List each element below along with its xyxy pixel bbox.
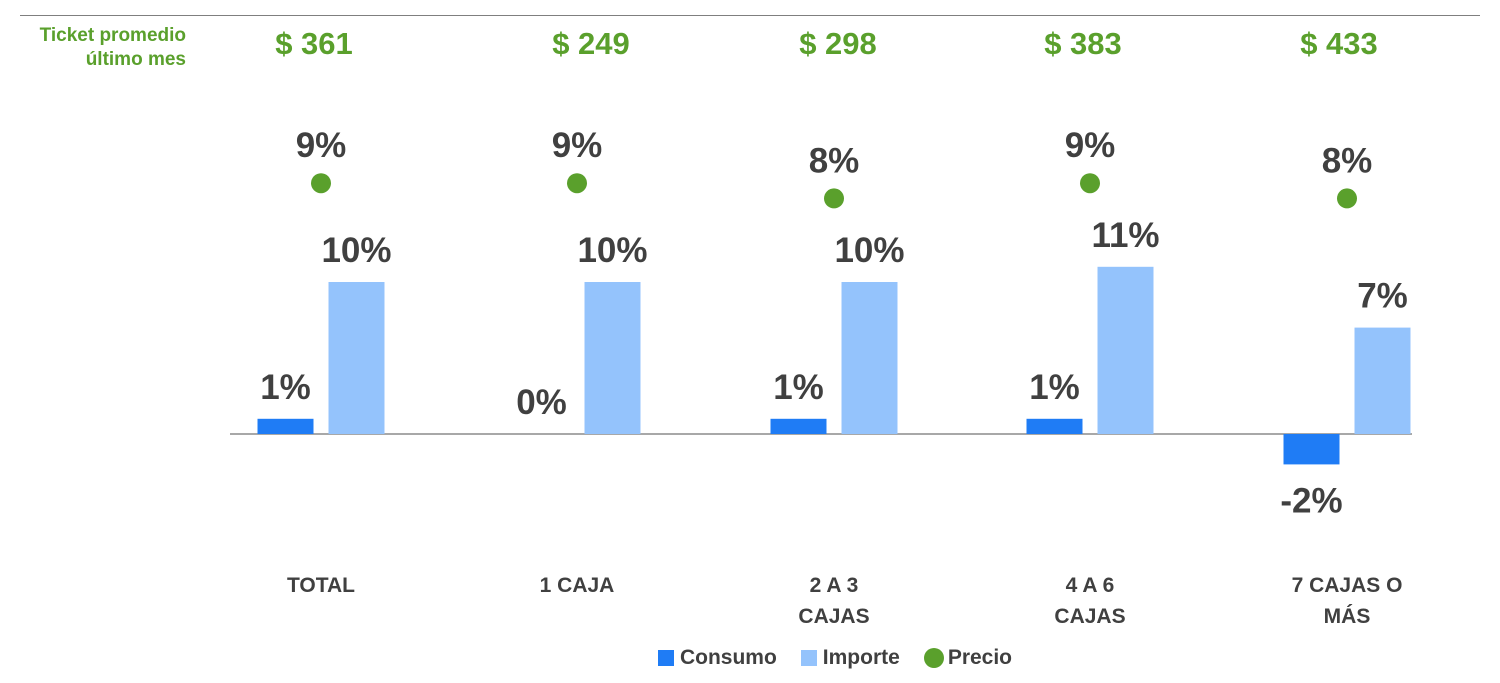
legend-item-importe: Importe	[800, 646, 900, 670]
category-label-line: 1 CAJA	[539, 574, 615, 597]
legend-swatch-importe	[800, 650, 817, 666]
dot-precio	[311, 173, 331, 194]
data-label-consumo: 1%	[773, 368, 824, 407]
data-label-importe: 11%	[1091, 216, 1159, 255]
bar-consumo	[1283, 434, 1340, 465]
category-label: 1 CAJA	[497, 570, 657, 601]
ticket-label-line1: Ticket promedio	[39, 25, 186, 46]
category-label-line: 2 A 3	[809, 574, 859, 597]
legend-item-consumo: Consumo	[657, 646, 777, 670]
bar-importe	[841, 282, 898, 434]
legend-swatch-consumo	[657, 650, 674, 666]
ticket-value-7-cajas: $ 433	[1300, 26, 1378, 61]
category-label-line: TOTAL	[286, 574, 356, 597]
legend-label-importe: Importe	[822, 646, 900, 669]
data-label-importe: 10%	[577, 231, 647, 270]
category-label-line: MÁS	[1323, 605, 1371, 628]
data-label-consumo: 0%	[516, 383, 567, 422]
data-label-consumo: -2%	[1280, 481, 1342, 520]
data-label-consumo: 1%	[260, 368, 311, 407]
legend-item-precio: Precio	[923, 646, 1013, 670]
ticket-label-line2: último mes	[85, 49, 186, 70]
bar-importe	[1354, 327, 1411, 434]
dot-precio	[1337, 188, 1357, 209]
dot-precio	[1080, 173, 1100, 194]
bar-consumo	[257, 418, 314, 434]
dot-precio	[824, 188, 844, 209]
legend-label-consumo: Consumo	[679, 646, 777, 669]
data-label-importe: 10%	[321, 231, 391, 270]
data-label-importe: 10%	[834, 231, 904, 270]
data-label-importe: 7%	[1357, 277, 1408, 316]
category-label: 2 A 3 CAJAS	[754, 570, 914, 632]
category-label-line: 4 A 6	[1065, 574, 1115, 597]
category-label-line: CAJAS	[798, 605, 870, 628]
category-label: 7 CAJAS O MÁS	[1267, 570, 1427, 632]
data-label-precio: 9%	[552, 126, 603, 165]
data-label-precio: 9%	[296, 126, 347, 165]
data-label-precio: 9%	[1065, 126, 1116, 165]
bar-consumo	[770, 418, 827, 434]
legend: Consumo Importe Precio	[0, 646, 1500, 670]
category-label: 4 A 6 CAJAS	[1010, 570, 1170, 632]
ticket-label: Ticket promedio último mes	[40, 24, 186, 72]
ticket-value-1-caja: $ 249	[552, 26, 630, 61]
dot-precio	[567, 173, 587, 194]
bar-importe	[1097, 266, 1154, 434]
legend-dot-precio	[923, 648, 944, 668]
bar-importe	[584, 282, 641, 434]
data-label-precio: 8%	[809, 141, 860, 180]
bar-consumo	[1026, 418, 1083, 434]
bar-importe	[328, 282, 385, 434]
data-label-precio: 8%	[1322, 141, 1373, 180]
category-label-line: 7 CAJAS O	[1291, 574, 1403, 597]
ticket-value-2-3-cajas: $ 298	[799, 26, 877, 61]
category-label: TOTAL	[241, 570, 401, 601]
legend-label-precio: Precio	[947, 646, 1013, 669]
top-rule	[20, 15, 1480, 16]
category-label-line: CAJAS	[1054, 605, 1126, 628]
ticket-value-4-6-cajas: $ 383	[1044, 26, 1122, 61]
ticket-value-total: $ 361	[275, 26, 353, 61]
data-label-consumo: 1%	[1029, 368, 1080, 407]
